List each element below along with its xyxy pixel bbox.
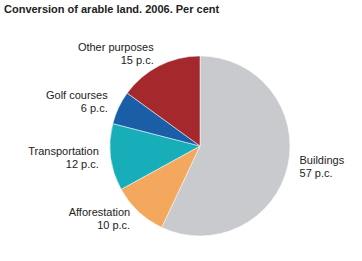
category-label: Other purposes	[78, 41, 154, 53]
data-label: Golf courses6 p.c.	[46, 89, 108, 114]
labels: Buildings57 p.c. Afforestation10 p.c. Tran…	[28, 41, 344, 231]
pie	[110, 56, 290, 236]
value-label: 57 p.c.	[300, 167, 333, 179]
title: Conversion of arable land. 2006. Per cen…	[4, 3, 220, 15]
chart: Conversion of arable land. 2006. Per cen…	[0, 0, 362, 261]
category-label: Transportation	[28, 145, 99, 157]
value-label: 15 p.c.	[121, 54, 154, 66]
data-label: Buildings57 p.c.	[300, 154, 345, 179]
value-label: 6 p.c.	[81, 102, 108, 114]
data-label: Other purposes15 p.c.	[78, 41, 154, 66]
value-label: 10 p.c.	[97, 219, 130, 231]
value-label: 12 p.c.	[66, 158, 99, 170]
data-label: Transportation12 p.c.	[28, 145, 99, 170]
data-label: Afforestation10 p.c.	[69, 206, 131, 231]
category-label: Buildings	[300, 154, 345, 166]
category-label: Golf courses	[46, 89, 108, 101]
category-label: Afforestation	[69, 206, 131, 218]
slice	[127, 56, 200, 146]
